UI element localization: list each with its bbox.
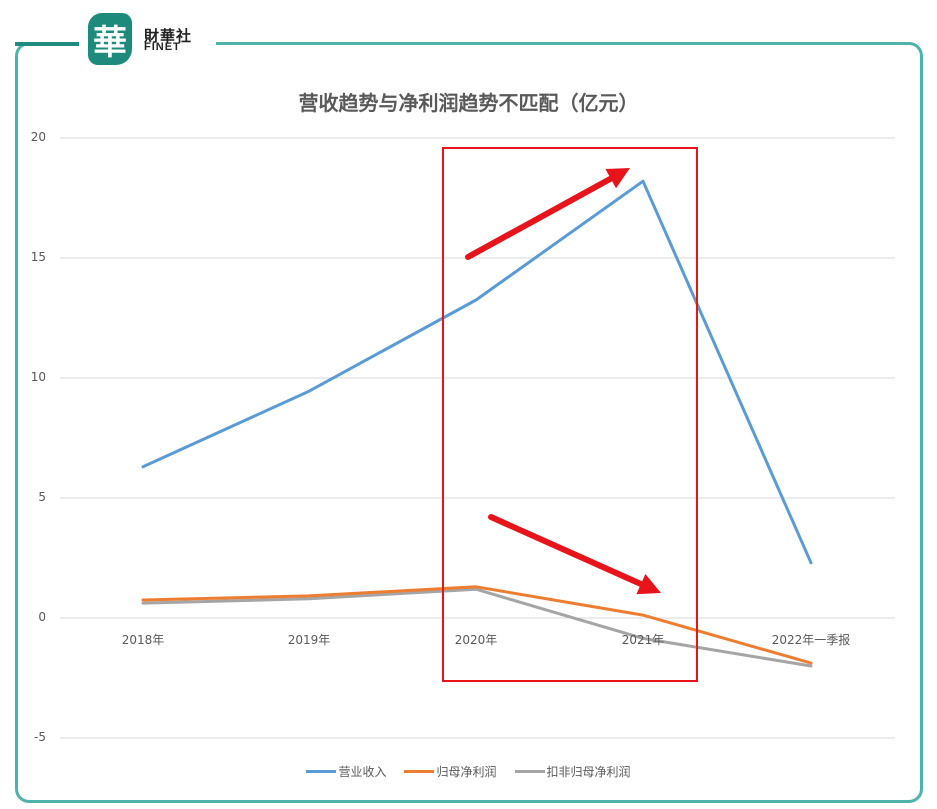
y-tick-label: -5 xyxy=(34,730,46,744)
legend-label: 营业收入 xyxy=(338,765,387,779)
x-tick-label: 2021年 xyxy=(621,633,665,647)
logo-name-cn: 財華社 xyxy=(144,27,193,45)
highlight-box xyxy=(442,147,698,682)
series-lines xyxy=(141,179,813,668)
legend-label: 归母净利润 xyxy=(436,765,497,779)
chart-title: 营收趋势与净利润趋势不匹配（亿元） xyxy=(298,91,639,115)
x-tick-label: 2019年 xyxy=(287,633,331,647)
chart-frame xyxy=(15,42,923,803)
legend-item-adjusted-net-profit[interactable]: 扣非归母净利润 xyxy=(514,763,631,780)
legend: 营业收入 归母净利润 扣非归母净利润 xyxy=(0,763,937,780)
y-tick-label: 15 xyxy=(30,250,46,264)
series-line xyxy=(141,587,813,668)
legend-item-net-profit[interactable]: 归母净利润 xyxy=(404,763,497,780)
y-tick-label: 20 xyxy=(30,130,46,144)
series-line xyxy=(141,585,813,665)
legend-item-revenue[interactable]: 营业收入 xyxy=(306,763,386,780)
y-tick-label: 5 xyxy=(38,490,46,504)
arrow-up-icon xyxy=(465,168,630,260)
legend-swatch-net-profit xyxy=(404,770,435,773)
x-tick-label: 2020年 xyxy=(454,633,498,647)
finet-logo-icon: 華 xyxy=(88,13,132,65)
series-line xyxy=(141,179,813,565)
x-tick-label: 2022年一季报 xyxy=(771,633,851,647)
frame-accent-left xyxy=(15,42,79,46)
legend-label: 扣非归母净利润 xyxy=(546,765,631,779)
logo-name-en: FINET xyxy=(144,41,181,53)
x-tick-label: 2018年 xyxy=(121,633,165,647)
legend-swatch-adjusted-net-profit xyxy=(514,770,545,773)
y-tick-label: 0 xyxy=(38,610,46,624)
annotations xyxy=(442,147,698,682)
arrow-down-icon xyxy=(488,514,661,595)
y-tick-label: 10 xyxy=(30,370,46,384)
gridlines xyxy=(60,137,895,739)
legend-swatch-revenue xyxy=(306,770,337,773)
